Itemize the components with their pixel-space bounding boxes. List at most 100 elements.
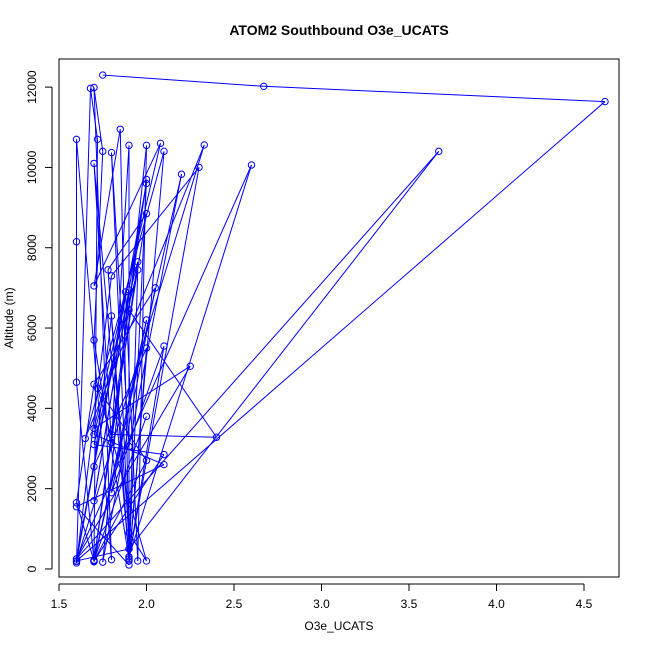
data-point <box>99 71 107 79</box>
data-point <box>90 282 98 290</box>
series-segment <box>93 340 130 560</box>
series-segment <box>93 315 112 467</box>
series-segment <box>93 454 165 562</box>
data-point <box>260 82 268 91</box>
series-segment <box>76 275 112 564</box>
data-point <box>177 170 186 178</box>
series-points <box>72 71 609 569</box>
data-point <box>90 556 98 564</box>
data-point <box>90 159 98 168</box>
data-point <box>90 440 98 449</box>
series-segment <box>93 289 130 501</box>
y-axis: 0 2000 4000 6000 8000 10000 12000 <box>25 70 53 572</box>
y-tick-label: 2000 <box>25 475 39 502</box>
chart-title: ATOM2 Southbound O3e_UCATS <box>229 22 448 38</box>
series-segment <box>93 319 147 562</box>
data-point <box>125 529 133 537</box>
data-point <box>107 148 116 157</box>
data-point <box>142 557 151 565</box>
data-point <box>134 557 142 565</box>
data-point <box>151 284 159 292</box>
data-point <box>90 497 98 505</box>
series-segment <box>76 151 440 560</box>
data-point <box>134 258 142 266</box>
x-tick-label: 3.5 <box>401 597 418 611</box>
y-tick-label: 8000 <box>25 234 39 261</box>
data-point <box>125 545 133 553</box>
series-segment <box>128 269 139 557</box>
data-point <box>186 362 194 370</box>
data-point <box>72 499 81 507</box>
series-segment <box>128 174 182 447</box>
series-segment <box>93 261 139 561</box>
series-segment <box>128 145 147 311</box>
series-segment <box>93 261 139 435</box>
x-tick-label: 2.5 <box>226 597 243 611</box>
data-point <box>156 139 165 148</box>
data-point <box>142 141 151 150</box>
series-segment <box>93 163 112 443</box>
data-point <box>116 125 124 133</box>
data-point <box>134 266 142 274</box>
data-point <box>81 434 89 443</box>
series-segment <box>76 384 95 503</box>
series-segment <box>93 129 121 286</box>
y-tick-label: 12000 <box>25 70 39 104</box>
data-point <box>93 135 102 144</box>
data-point <box>160 147 168 156</box>
x-tick-label: 3.0 <box>313 597 330 611</box>
data-point <box>107 556 116 564</box>
x-tick-label: 4.0 <box>488 597 505 611</box>
series-segment <box>128 532 147 562</box>
x-axis-label: O3e_UCATS <box>304 619 373 633</box>
series-segment <box>93 87 104 152</box>
data-point <box>195 163 203 172</box>
series-segment <box>128 151 440 550</box>
y-tick-label: 4000 <box>25 395 39 422</box>
series-segment <box>76 144 205 562</box>
series-lines <box>76 74 606 566</box>
data-point <box>86 84 95 93</box>
data-point <box>72 555 81 563</box>
series-segment <box>76 548 130 562</box>
data-point <box>90 430 98 439</box>
data-point <box>107 488 116 497</box>
data-point <box>125 561 133 569</box>
data-point <box>90 336 98 344</box>
x-axis: 1.5 2.0 2.5 3.0 3.5 4.0 4.5 <box>51 583 593 611</box>
y-axis-label: Altitude (m) <box>2 287 16 348</box>
data-point <box>90 83 98 92</box>
series-segment <box>97 388 147 562</box>
data-point <box>125 557 133 565</box>
series-segment <box>76 101 606 562</box>
data-point <box>142 175 151 184</box>
data-point <box>99 147 107 156</box>
y-tick-label: 10000 <box>25 150 39 184</box>
data-point <box>107 438 116 447</box>
data-point <box>72 503 81 511</box>
series-segment <box>128 164 252 558</box>
data-point <box>125 286 133 294</box>
data-point <box>160 450 168 459</box>
series-segment <box>128 167 200 560</box>
data-point <box>142 316 151 324</box>
data-point <box>142 209 151 218</box>
data-point <box>99 558 107 566</box>
data-point <box>72 135 81 144</box>
series-segment <box>93 416 147 561</box>
data-point <box>160 460 168 469</box>
data-point <box>247 161 256 169</box>
series-segment <box>93 143 161 287</box>
x-tick-label: 2.0 <box>138 597 155 611</box>
series-segment <box>93 151 104 341</box>
data-point <box>125 306 133 314</box>
series-segment <box>93 269 139 445</box>
series-segment <box>263 85 606 103</box>
data-point <box>107 430 116 439</box>
series-segment <box>76 183 147 562</box>
y-tick-label: 6000 <box>25 314 39 341</box>
data-point <box>435 147 443 156</box>
data-point <box>125 141 133 150</box>
data-point <box>125 553 133 561</box>
data-point <box>200 141 208 149</box>
